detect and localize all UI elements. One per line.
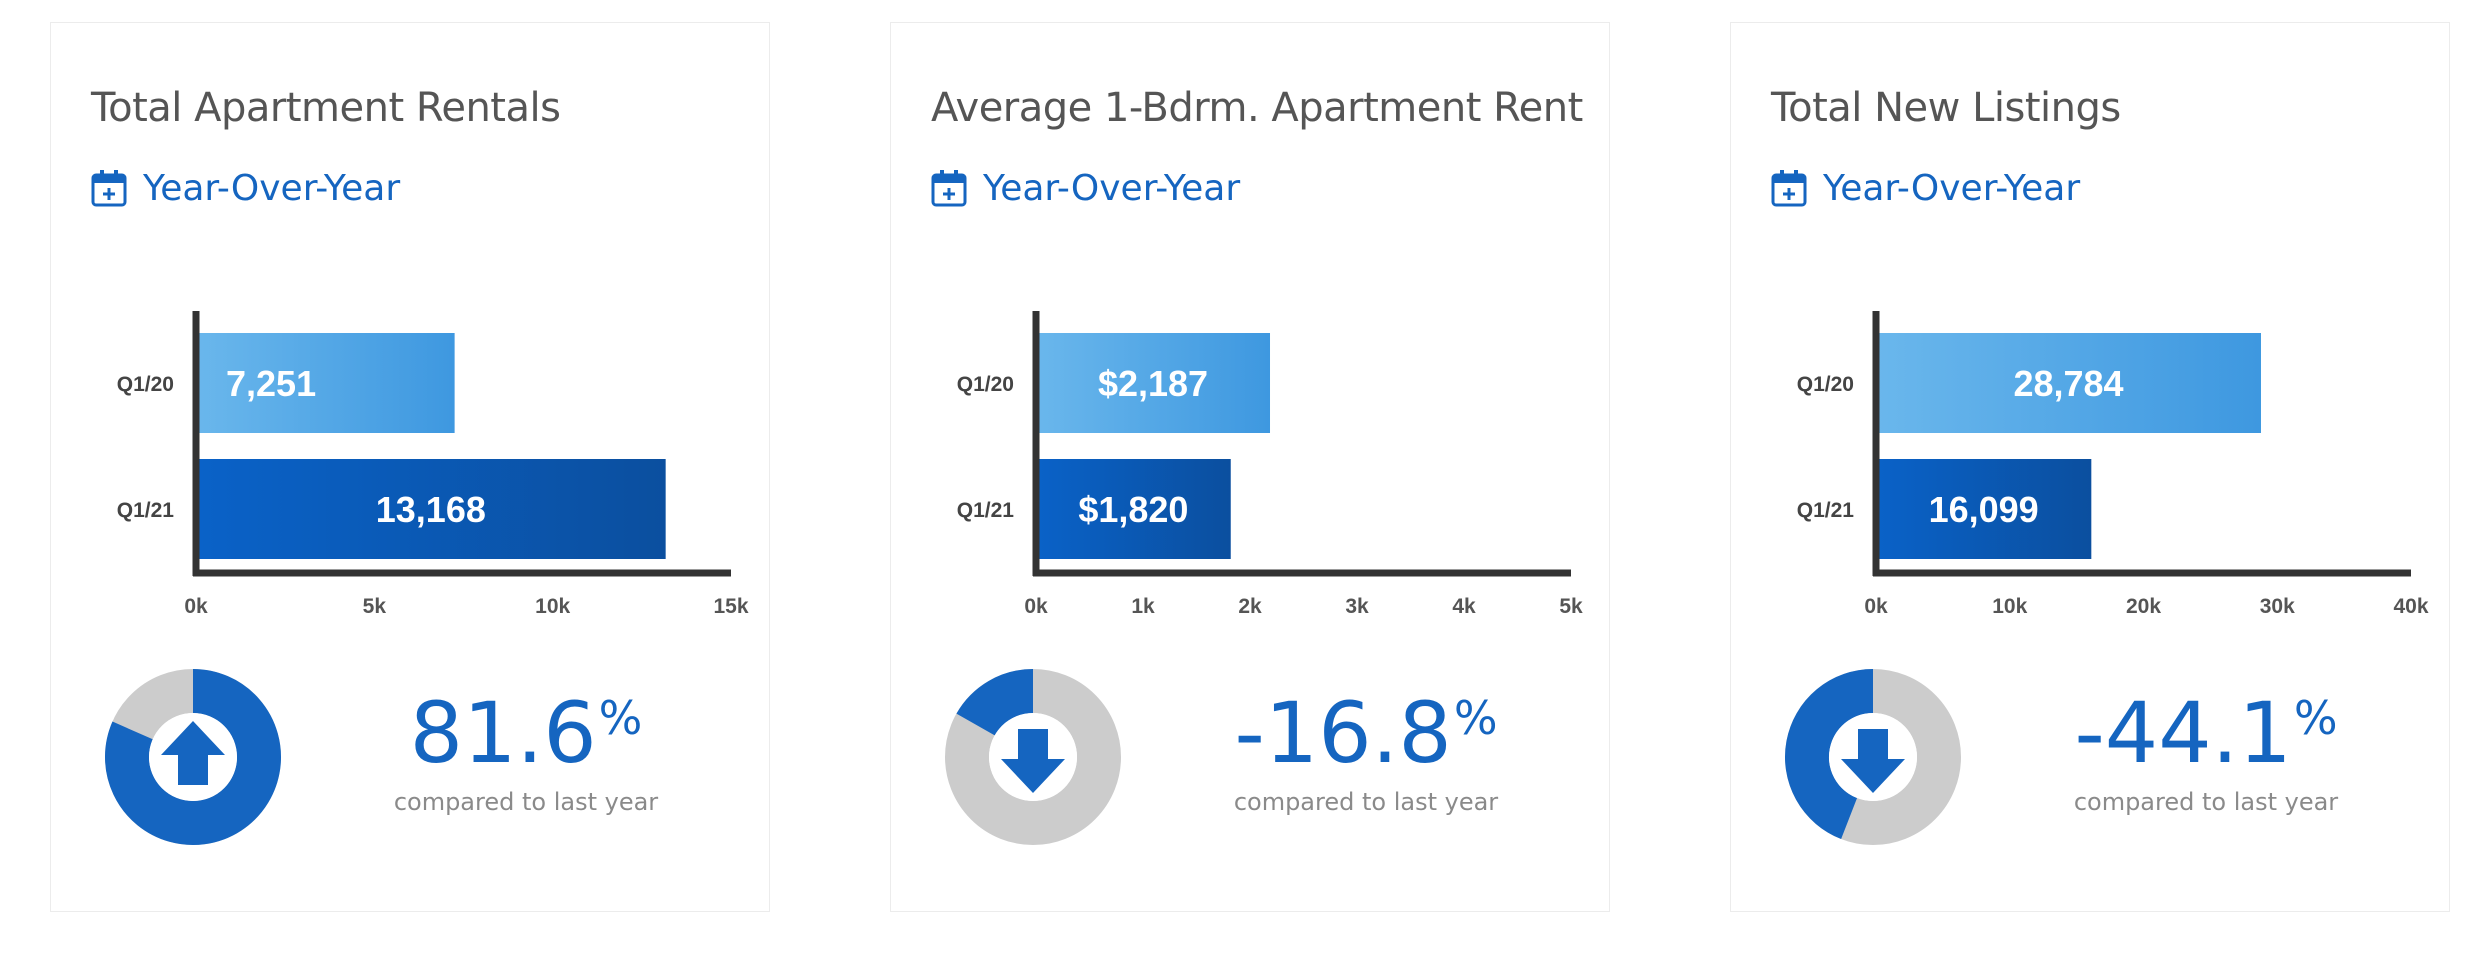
arrow-down-icon — [1001, 729, 1065, 793]
bar-0 — [1876, 333, 2261, 433]
card-average-1bdrm-rent: Average 1-Bdrm. Apartment Rent Year-Over… — [890, 22, 1610, 912]
period-label: Year-Over-Year — [1823, 167, 2081, 209]
tick-label: 4k — [1452, 595, 1476, 618]
percent-symbol: % — [2293, 691, 2338, 745]
card-title: Average 1-Bdrm. Apartment Rent — [931, 85, 1583, 131]
bar-chart: Q1/20 $2,187 Q1/21 $1,820 0k 1k 2k 3k 4k 5k — [957, 311, 1583, 618]
tick-label: 10k — [1992, 595, 2027, 618]
bar-1 — [1876, 459, 2092, 559]
donut-fill — [1785, 669, 1874, 840]
tick-label: 40k — [2393, 595, 2428, 618]
change-donut — [105, 669, 281, 845]
period-selector[interactable]: Year-Over-Year — [931, 163, 1240, 213]
data-label: $2,187 — [1098, 363, 1208, 404]
tick-label: 0k — [1864, 595, 1888, 618]
tick-label: 0k — [1024, 595, 1048, 618]
tick-label: 5k — [1559, 595, 1583, 618]
change-value: -16.8 — [1234, 684, 1452, 782]
tick-label: 3k — [1345, 595, 1369, 618]
card-total-apartment-rentals: Total Apartment Rentals Year-Over-Year Q… — [50, 22, 770, 912]
tick-label: 30k — [2260, 595, 2295, 618]
tick-label: 20k — [2126, 595, 2161, 618]
category-label: Q1/20 — [957, 373, 1014, 396]
data-label: 7,251 — [226, 363, 316, 404]
data-label: 16,099 — [1929, 489, 2039, 530]
change-value: -44.1 — [2074, 684, 2292, 782]
calendar-plus-icon — [1771, 170, 1807, 207]
card-title: Total New Listings — [1771, 85, 2121, 131]
calendar-plus-icon — [931, 170, 967, 207]
category-label: Q1/20 — [117, 373, 174, 396]
percent-symbol: % — [1453, 691, 1498, 745]
calendar-plus-icon — [91, 170, 127, 207]
change-percent: -44.1% — [2031, 691, 2381, 775]
change-percent: -16.8% — [1191, 691, 1541, 775]
tick-label: 10k — [535, 595, 570, 618]
period-selector[interactable]: Year-Over-Year — [1771, 163, 2080, 213]
arrow-down-icon — [1841, 729, 1905, 793]
period-selector[interactable]: Year-Over-Year — [91, 163, 400, 213]
tick-label: 15k — [713, 595, 748, 618]
tick-label: 2k — [1238, 595, 1262, 618]
bar-chart: Q1/20 7,251 Q1/21 13,168 0k 5k 10k 15k — [117, 311, 749, 618]
data-label: $1,820 — [1078, 489, 1188, 530]
compare-label: compared to last year — [393, 788, 659, 816]
change-percent: 81.6% — [351, 691, 701, 775]
category-label: Q1/20 — [1797, 373, 1854, 396]
tick-label: 1k — [1131, 595, 1155, 618]
period-label: Year-Over-Year — [143, 167, 401, 209]
donut-fill — [956, 669, 1034, 737]
percent-symbol: % — [598, 691, 643, 745]
category-label: Q1/21 — [1797, 499, 1855, 522]
data-label: 13,168 — [376, 489, 486, 530]
tick-label: 0k — [184, 595, 208, 618]
tick-label: 5k — [363, 595, 387, 618]
bar-1 — [1036, 459, 1231, 559]
change-value: 81.6 — [409, 684, 597, 782]
card-title: Total Apartment Rentals — [91, 85, 561, 131]
bar-0 — [1036, 333, 1271, 433]
change-donut — [945, 669, 1121, 845]
bar-chart: Q1/20 28,784 Q1/21 16,099 0k 10k 20k 30k 40k — [1797, 311, 2429, 618]
bar-0 — [196, 333, 455, 433]
card-total-new-listings: Total New Listings Year-Over-Year Q1/20 2… — [1730, 22, 2450, 912]
period-label: Year-Over-Year — [983, 167, 1241, 209]
compare-label: compared to last year — [1233, 788, 1499, 816]
donut-fill — [105, 669, 281, 845]
arrow-up-icon — [161, 721, 225, 785]
compare-label: compared to last year — [2073, 788, 2339, 816]
data-label: 28,784 — [2013, 363, 2123, 404]
category-label: Q1/21 — [117, 499, 175, 522]
bar-1 — [196, 459, 666, 559]
category-label: Q1/21 — [957, 499, 1015, 522]
change-donut — [1785, 669, 1961, 845]
